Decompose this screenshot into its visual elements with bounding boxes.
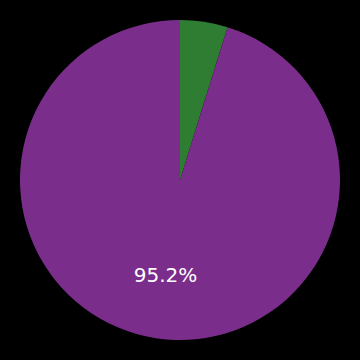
data-label: 95.2% — [134, 263, 198, 287]
chart: 95.2% — [0, 0, 360, 360]
slices — [20, 20, 340, 340]
pie-slice — [20, 20, 340, 340]
chart-container: 95.2% — [0, 0, 360, 360]
labels: 95.2% — [134, 263, 198, 287]
